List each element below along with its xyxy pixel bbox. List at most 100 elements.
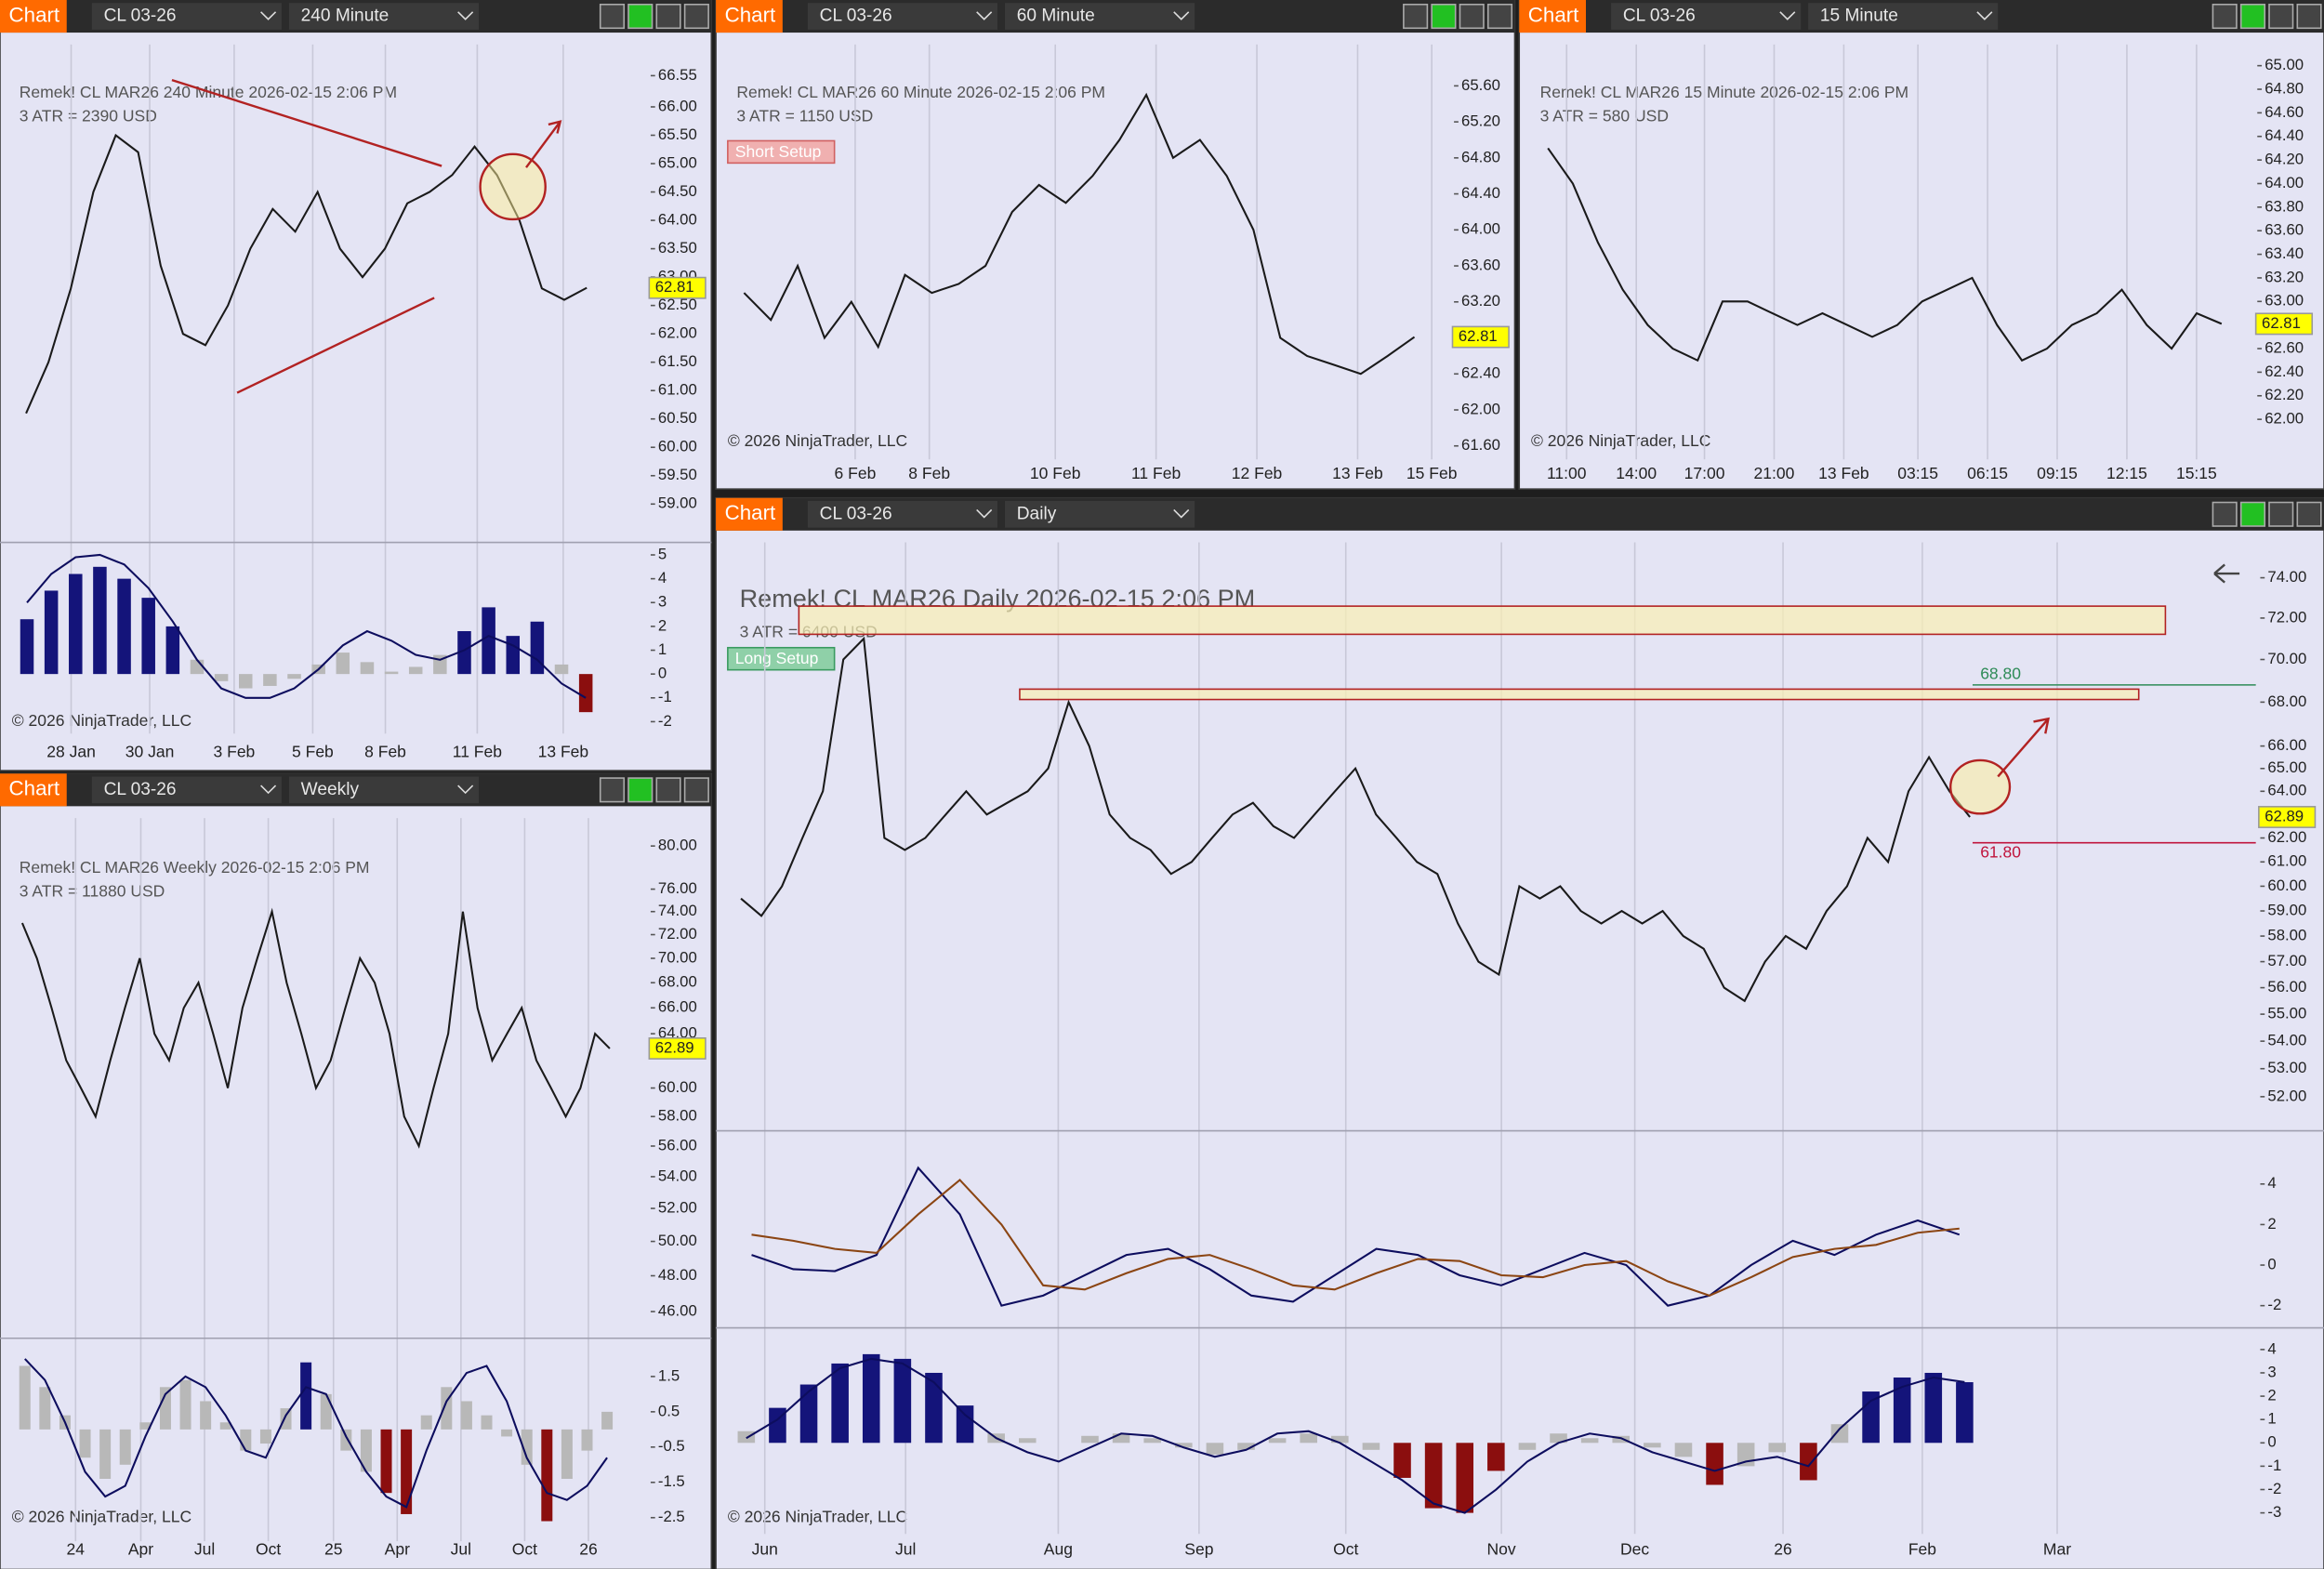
- histogram-bar: [117, 578, 131, 675]
- y-tick-label: 63.60: [1461, 256, 1500, 273]
- copyright: © 2026 NinjaTrader, LLC: [728, 431, 907, 450]
- window-button[interactable]: [2296, 3, 2322, 30]
- window-button[interactable]: [599, 3, 626, 30]
- window-button[interactable]: [655, 777, 681, 803]
- y-tick-label: 58.00: [2267, 926, 2306, 943]
- window-button[interactable]: [2212, 3, 2238, 30]
- level-label: 61.80: [1980, 842, 2021, 861]
- dropdown[interactable]: [1004, 500, 1195, 528]
- window-button[interactable]: [2239, 3, 2266, 30]
- chart-tab-label: Chart: [9, 777, 60, 800]
- dropdown[interactable]: [288, 776, 479, 804]
- window-button[interactable]: [1431, 3, 1457, 30]
- histogram-bar: [1237, 1443, 1255, 1450]
- y-tick-label: 1: [2267, 1410, 2276, 1428]
- window-button[interactable]: [2268, 3, 2294, 30]
- chart-tab: [716, 497, 783, 531]
- y-tick-label: 72.00: [658, 925, 697, 943]
- dropdown[interactable]: [807, 3, 998, 30]
- dropdown[interactable]: [91, 776, 282, 804]
- histogram-bar: [581, 1429, 593, 1451]
- dropdown[interactable]: [91, 3, 282, 30]
- toolbar: Chart CL 03-26 60 Minute: [716, 0, 1515, 33]
- y-tick-label: 64.20: [2265, 151, 2304, 168]
- time-label: Aug: [1044, 1539, 1073, 1558]
- histogram-bar: [1550, 1433, 1567, 1444]
- y-tick-label: 63.40: [2265, 244, 2304, 262]
- histogram-bar: [506, 636, 521, 675]
- chart-tab-label: Chart: [725, 3, 776, 26]
- window-button[interactable]: [2268, 501, 2294, 527]
- histogram-bar: [79, 1429, 91, 1458]
- histogram-bar: [384, 671, 399, 675]
- dropdown[interactable]: [1611, 3, 1802, 30]
- y-tick-label: 62.20: [2265, 386, 2304, 403]
- window-button[interactable]: [1459, 3, 1485, 30]
- window-button[interactable]: [627, 777, 654, 803]
- window-button[interactable]: [655, 3, 681, 30]
- dropdown-arrow: [1976, 11, 1993, 20]
- atr-info: 3 ATR = 580 USD: [1540, 107, 1669, 125]
- y-tick-label: 60.50: [658, 409, 697, 427]
- window-button[interactable]: [627, 3, 654, 30]
- y-tick-label: 52.00: [2267, 1087, 2306, 1104]
- window-button[interactable]: [683, 3, 709, 30]
- time-label: 13 Feb: [538, 743, 589, 761]
- dropdown-arrow: [457, 784, 474, 795]
- histogram-bar: [1674, 1443, 1693, 1457]
- drawings: [171, 78, 2240, 815]
- y-tick-label: 48.00: [658, 1266, 697, 1284]
- y-tick-label: 64.80: [2265, 79, 2304, 97]
- histogram-bar: [214, 674, 229, 681]
- window-button[interactable]: [2212, 501, 2238, 527]
- window-button[interactable]: [1486, 3, 1513, 30]
- y-tick-label: -2.5: [658, 1508, 685, 1525]
- time-label: 15 Feb: [1406, 464, 1458, 482]
- histogram-bar: [1143, 1438, 1161, 1444]
- histogram-bar: [481, 1415, 493, 1430]
- time-label: 11 Feb: [453, 743, 502, 761]
- y-tick-label: 61.50: [658, 352, 697, 370]
- dropdown[interactable]: [288, 3, 479, 30]
- atr-info: 3 ATR = 2390 USD: [20, 107, 157, 125]
- window-button[interactable]: [599, 777, 626, 803]
- histogram-bar: [408, 666, 423, 675]
- window-button[interactable]: [2296, 501, 2322, 527]
- window-button[interactable]: [2239, 501, 2266, 527]
- histogram-bar: [1456, 1443, 1474, 1513]
- y-tick-label: 65.00: [2265, 56, 2304, 73]
- histogram-bar: [240, 1429, 252, 1451]
- histogram-bar: [238, 674, 253, 689]
- window-button[interactable]: [1403, 3, 1429, 30]
- chart-tab-label: Chart: [9, 3, 60, 26]
- y-tick-label: 59.00: [2267, 901, 2306, 918]
- histogram-bar: [165, 626, 180, 675]
- y-tick-label: 3: [658, 593, 667, 611]
- last-price-label: 62.81: [1459, 327, 1498, 345]
- histogram-bar: [1768, 1443, 1787, 1453]
- dropdown[interactable]: [1808, 3, 1999, 30]
- dropdown[interactable]: [807, 500, 998, 528]
- dropdown-arrow: [1779, 11, 1796, 20]
- chart-info: Remek! CL MAR26 15 Minute 2026-02-15 2:0…: [1540, 83, 1909, 101]
- histogram-bar: [1924, 1372, 1943, 1444]
- y-tick-label: 64.40: [1461, 184, 1500, 202]
- oscillator-line: [751, 1179, 1960, 1297]
- dropdown-arrow: [976, 11, 993, 20]
- interval-label: 15 Minute: [1820, 7, 1898, 26]
- dropdown-arrow: [976, 508, 993, 519]
- window-button[interactable]: [683, 777, 709, 803]
- y-tick-label: 61.00: [2267, 852, 2306, 870]
- y-tick-label: 56.00: [658, 1136, 697, 1154]
- dropdown[interactable]: [1004, 3, 1195, 30]
- oscillator-line: [751, 1166, 1961, 1307]
- y-tick-label: 64.00: [658, 210, 697, 228]
- oscillator-line: [26, 553, 587, 699]
- histogram-bar: [460, 1401, 472, 1430]
- time-label: 8 Feb: [364, 743, 406, 761]
- y-tick-label: 55.00: [2267, 1005, 2306, 1022]
- time-label: Apr: [128, 1539, 153, 1558]
- price-line: [740, 636, 1971, 1003]
- histogram-bar: [541, 1429, 553, 1522]
- histogram-bar: [1300, 1433, 1317, 1444]
